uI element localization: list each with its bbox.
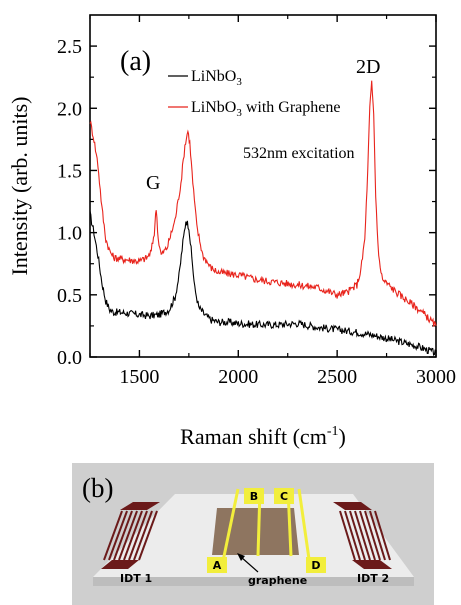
panel-label-b: (b) xyxy=(82,473,113,503)
x-tick-label: 1500 xyxy=(119,366,159,388)
y-tick-label: 0.5 xyxy=(57,285,82,307)
graphene-arrow-shaft xyxy=(240,556,259,573)
pad-a xyxy=(207,557,227,573)
legend-lnbo-main: LiNbO xyxy=(191,68,236,85)
legend-label-lnbo: LiNbO3 xyxy=(191,68,242,88)
idt-right-bar-bottom xyxy=(352,560,392,569)
x-axis-label-close: ) xyxy=(338,424,345,449)
y-tick-label: 1.5 xyxy=(57,160,82,182)
pad-b-label: B xyxy=(250,490,258,503)
idt-left xyxy=(101,502,160,569)
idt-left-bar-bottom xyxy=(101,560,139,569)
pad-c xyxy=(274,488,294,504)
axis-ticks xyxy=(89,15,437,358)
raman-chart: 1500 2000 2500 3000 0.0 0.5 1.0 1.5 2.0 2.5 (a) L… xyxy=(7,14,456,449)
panel-label-a: (a) xyxy=(120,46,151,77)
idt-right-fingers xyxy=(339,510,391,561)
idt-left-bar-top xyxy=(120,502,160,510)
device-schematic: (b) xyxy=(72,463,434,605)
series-line-lnbo-graphene xyxy=(89,80,437,327)
pad-a-label: A xyxy=(213,559,222,572)
idt-right-label: IDT 2 xyxy=(357,572,389,585)
y-axis-label: Intensity (arb. units) xyxy=(7,96,32,275)
y-tick-label: 2.0 xyxy=(57,98,82,120)
x-axis-label-main: Raman shift (cm xyxy=(180,424,327,449)
plot-area-frame xyxy=(89,14,437,358)
idt-right xyxy=(333,502,392,569)
axis-tick-labels: 1500 2000 2500 3000 0.0 0.5 1.0 1.5 2.0 2.5 xyxy=(57,36,456,388)
graphene-sheet xyxy=(212,508,299,555)
x-tick-label: 3000 xyxy=(416,366,456,388)
legend-lnbog-main: LiNbO xyxy=(191,99,236,116)
pad-d-label: D xyxy=(311,559,320,572)
annotation-2d-peak: 2D xyxy=(356,56,380,78)
legend-lnbog-sub: 3 xyxy=(236,107,242,119)
annotation-g-peak: G xyxy=(146,172,160,194)
idt-left-fingers xyxy=(103,510,158,561)
pad-b xyxy=(244,488,264,504)
legend-lnbog-rest: with Graphene xyxy=(242,99,341,116)
legend-lnbo-sub: 3 xyxy=(236,76,242,88)
pad-d xyxy=(306,557,326,573)
electrode-d-line xyxy=(297,488,312,567)
annotation-excitation: 532nm excitation xyxy=(243,145,355,162)
series-layer xyxy=(89,80,437,357)
idt-right-bar-top xyxy=(333,502,372,510)
platform-side xyxy=(93,577,414,586)
x-tick-label: 2000 xyxy=(218,366,258,388)
graphene-label: graphene xyxy=(248,574,307,587)
y-tick-label: 0.0 xyxy=(57,347,82,369)
y-tick-label: 1.0 xyxy=(57,223,82,245)
legend: LiNbO3 LiNbO3 with Graphene xyxy=(168,68,340,119)
series-line-lnbo xyxy=(89,210,437,357)
x-tick-label: 2500 xyxy=(317,366,357,388)
legend-label-lnbo-graphene: LiNbO3 with Graphene xyxy=(191,99,340,119)
graphene-arrow-head xyxy=(237,553,245,561)
x-axis-label: Raman shift (cm-1) xyxy=(180,424,346,449)
pad-c-label: C xyxy=(280,490,288,503)
x-axis-label-sup: -1 xyxy=(327,424,339,439)
electrode-a-line xyxy=(220,488,240,567)
idt-left-label: IDT 1 xyxy=(120,572,152,585)
y-tick-label: 2.5 xyxy=(57,36,82,58)
